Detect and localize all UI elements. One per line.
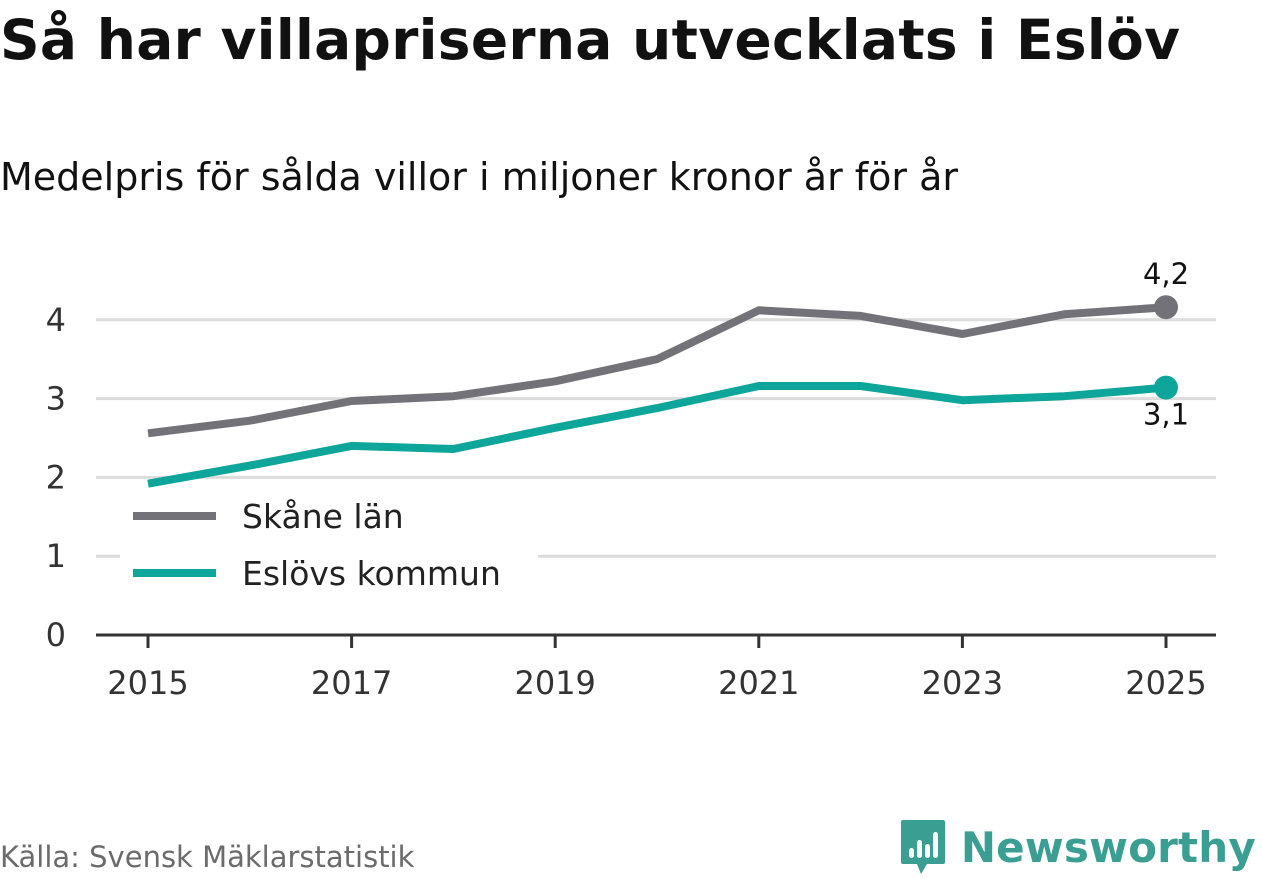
x-tick-label-2019: 2019 [514, 664, 595, 702]
y-tick-label-4: 4 [46, 301, 66, 339]
y-tick-label-3: 3 [46, 380, 66, 418]
chart-title: Så har villapriserna utvecklats i Eslöv [0, 8, 1181, 72]
series-lines [147, 303, 1167, 488]
chart-subtitle: Medelpris för sålda villor i miljoner kr… [0, 155, 959, 199]
y-tick-label-0: 0 [46, 616, 66, 654]
end-marker-skane-lan [1154, 295, 1178, 320]
y-axis-ticks: 0 1 2 3 4 [46, 301, 66, 654]
legend: Skåne län Eslövs kommun [120, 488, 538, 604]
end-marker-eslovs-kommun [1154, 375, 1178, 400]
brand-name: Newsworthy [960, 822, 1256, 872]
legend-label-eslovs-kommun: Eslövs kommun [242, 554, 501, 593]
legend-label-skane-lan: Skåne län [242, 497, 404, 536]
newsworthy-logo-icon [900, 820, 945, 874]
x-tick-label-2021: 2021 [718, 664, 799, 702]
brand-logo: Newsworthy [899, 818, 1256, 876]
end-label-skane-lan: 4,2 [1143, 257, 1189, 291]
y-tick-label-1: 1 [46, 537, 66, 575]
series-line-skane-lan [147, 303, 1167, 438]
x-tick-label-2025: 2025 [1125, 664, 1206, 702]
x-axis-ticks: 2015 2017 2019 2021 2023 2025 [96, 633, 1216, 702]
y-tick-label-2: 2 [46, 458, 66, 496]
x-tick-label-2015: 2015 [107, 664, 188, 702]
end-point-markers: 4,2 3,1 [1143, 257, 1189, 431]
legend-background [120, 488, 538, 604]
source-note: Källa: Svensk Mäklarstatistik [0, 840, 415, 874]
end-label-eslovs-kommun: 3,1 [1143, 398, 1189, 432]
series-line-eslovs-kommun [147, 382, 1167, 488]
x-tick-label-2017: 2017 [311, 664, 392, 702]
x-tick-label-2023: 2023 [922, 664, 1003, 702]
